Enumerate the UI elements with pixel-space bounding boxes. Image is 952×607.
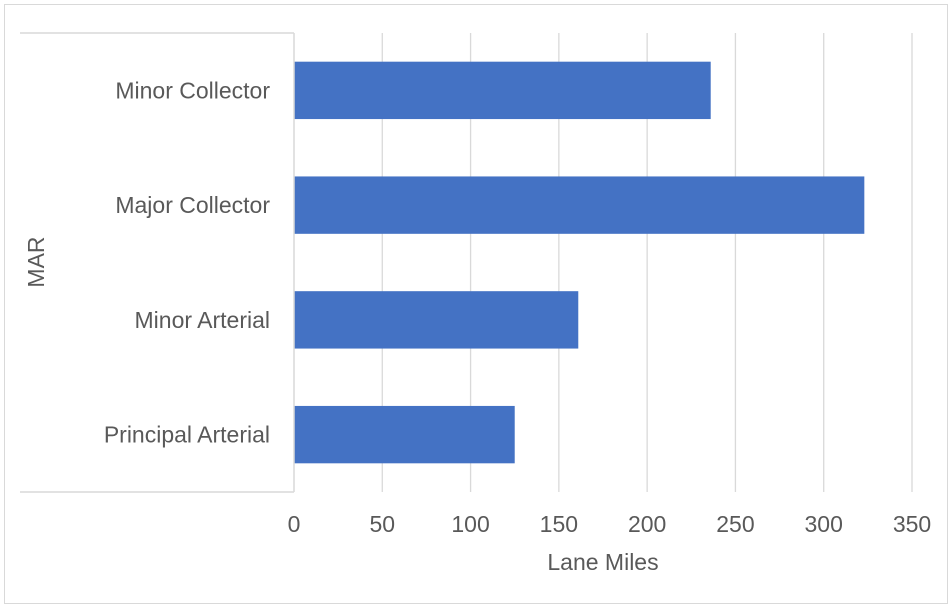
x-tick-label: 50 <box>369 511 395 537</box>
bar-minor-collector <box>294 61 711 120</box>
bar-major-collector <box>294 176 865 234</box>
category-label: Major Collector <box>115 192 270 218</box>
category-label: Minor Arterial <box>135 307 270 333</box>
x-tick-label: 200 <box>628 511 666 537</box>
x-tick-label: 100 <box>451 511 489 537</box>
category-labels: Principal Arterial Minor Arterial Major Co… <box>104 77 271 447</box>
x-axis-title: Lane Miles <box>547 549 658 575</box>
x-tick-label: 0 <box>288 511 301 537</box>
y-axis-title: MAR <box>23 236 49 287</box>
bar-principal-arterial <box>294 405 515 464</box>
bar-minor-arterial <box>294 291 579 349</box>
x-tick-label: 350 <box>893 511 931 537</box>
x-tick-label: 150 <box>540 511 578 537</box>
x-tick-label: 300 <box>805 511 843 537</box>
category-label: Principal Arterial <box>104 422 270 448</box>
x-tick-label: 250 <box>716 511 754 537</box>
axes <box>20 32 295 493</box>
tick-labels: 0 50 100 150 200 250 300 350 <box>288 511 932 537</box>
category-label: Minor Collector <box>115 77 270 103</box>
bars <box>294 61 865 464</box>
